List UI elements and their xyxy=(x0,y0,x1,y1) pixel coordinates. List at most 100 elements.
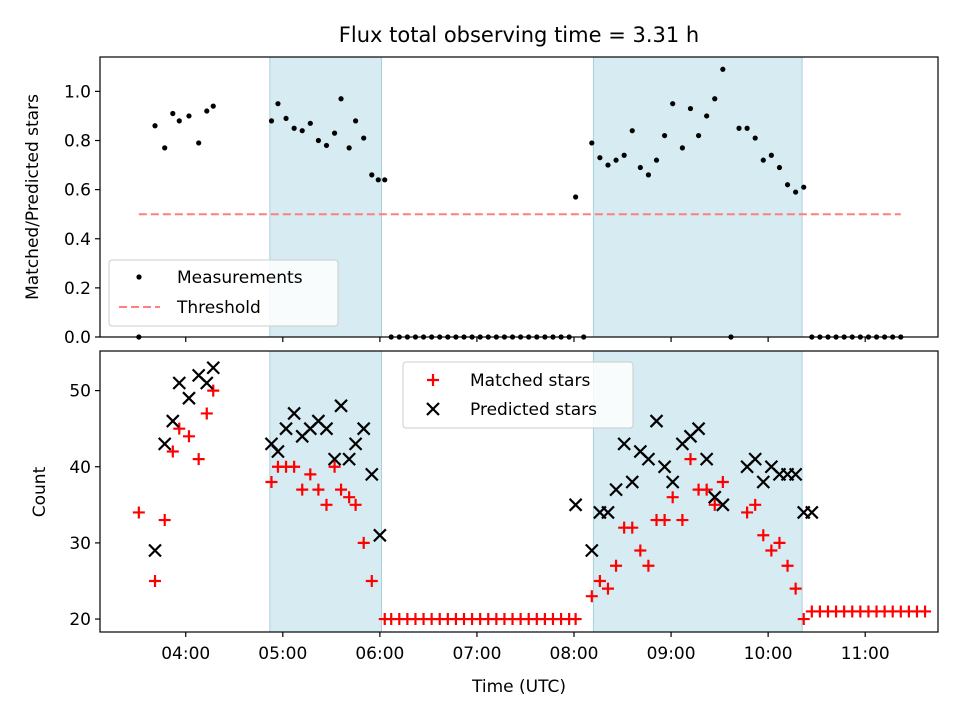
measurement-point xyxy=(283,115,289,122)
matched-star-point xyxy=(166,445,179,458)
ratio-y-tick-label: 1.0 xyxy=(64,82,91,102)
measurement-point xyxy=(170,110,176,117)
measurement-point xyxy=(589,140,595,146)
matched-star-point xyxy=(789,582,802,595)
count-shaded-span xyxy=(269,350,382,633)
matched-star-point xyxy=(757,529,770,542)
matched-star-point xyxy=(296,483,309,496)
ratio-y-tick-label: 0.4 xyxy=(64,230,91,250)
measurement-point xyxy=(573,194,579,200)
matched-star-point xyxy=(265,475,278,488)
matched-star-point xyxy=(182,430,195,443)
measurement-point xyxy=(679,145,685,151)
predicted-star-point xyxy=(665,475,680,489)
legend-measurements-marker xyxy=(136,274,142,280)
predicted-star-point xyxy=(166,414,180,428)
predicted-star-point xyxy=(319,421,334,436)
predicted-star-point xyxy=(609,482,623,497)
predicted-star-point xyxy=(691,421,706,436)
predicted-star-point xyxy=(182,391,196,405)
count-panel-frame xyxy=(99,350,939,633)
measurement-point xyxy=(186,113,192,119)
matched-star-point xyxy=(173,422,186,435)
measurement-point xyxy=(162,145,168,151)
measurement-point xyxy=(204,108,210,114)
matched-star-point xyxy=(569,613,582,626)
matched-star-point xyxy=(335,483,348,496)
count-x-tick-label: 05:00 xyxy=(258,644,307,664)
count-y-tick-label: 40 xyxy=(69,458,91,478)
chart-title: Flux total observing time = 3.31 h xyxy=(339,23,699,47)
count-panel-y-axis-label: Count xyxy=(30,466,50,517)
matched-star-point xyxy=(741,506,754,519)
legend-matched-label: Matched stars xyxy=(470,371,590,391)
matched-star-point xyxy=(658,514,671,527)
matched-star-point xyxy=(320,498,333,511)
count-x-tick-label: 09:00 xyxy=(647,644,696,664)
measurement-point xyxy=(670,101,676,107)
matched-star-point xyxy=(601,582,614,595)
count-x-tick-label: 11:00 xyxy=(841,644,890,664)
measurement-point xyxy=(275,101,281,107)
predicted-star-point xyxy=(625,475,640,489)
measurement-point xyxy=(801,184,807,190)
matched-star-point xyxy=(700,483,713,496)
ratio-panel-y-axis-label: Matched/Predicted stars xyxy=(23,94,43,300)
predicted-star-point xyxy=(805,505,819,520)
measurement-point xyxy=(361,135,367,141)
predicted-star-point xyxy=(172,376,187,390)
measurement-point xyxy=(196,140,202,146)
measurement-point xyxy=(315,137,321,144)
matched-star-point xyxy=(132,506,145,519)
count-panel-legend: Matched stars Predicted stars xyxy=(402,361,634,429)
measurement-point xyxy=(346,145,352,151)
measurement-point xyxy=(268,118,275,124)
legend-predicted-marker xyxy=(426,402,440,416)
matched-star-point xyxy=(593,574,606,587)
ratio-y-tick-label: 0.6 xyxy=(64,181,91,201)
count-y-tick-label: 50 xyxy=(69,382,91,402)
predicted-star-point xyxy=(657,459,672,474)
matched-star-point xyxy=(365,574,378,587)
predicted-star-point xyxy=(649,414,664,428)
ratio-panel-legend-box xyxy=(108,259,339,327)
predicted-star-point xyxy=(617,437,631,451)
matched-star-point xyxy=(626,521,639,534)
measurement-point xyxy=(645,172,652,178)
legend-predicted-label: Predicted stars xyxy=(470,400,597,420)
predicted-star-point xyxy=(271,444,285,459)
predicted-star-point xyxy=(601,505,615,520)
predicted-star-point xyxy=(356,421,371,436)
measurement-point xyxy=(661,132,668,139)
count-x-tick-label: 08:00 xyxy=(550,644,599,664)
matched-star-point xyxy=(781,559,794,572)
measurement-point xyxy=(331,130,338,136)
predicted-star-point xyxy=(327,452,342,466)
measurement-point xyxy=(784,182,791,188)
measurement-point xyxy=(152,123,158,129)
predicted-star-point xyxy=(199,376,214,390)
matched-star-point xyxy=(585,590,598,603)
measurement-point xyxy=(637,164,643,171)
ratio-panel-frame xyxy=(99,56,939,338)
predicted-star-point xyxy=(568,498,583,512)
matched-star-point xyxy=(192,453,205,466)
count-y-tick-label: 30 xyxy=(69,534,91,554)
measurement-point xyxy=(176,118,182,124)
predicted-star-point xyxy=(373,528,387,543)
measurement-point xyxy=(760,157,766,163)
matched-star-point xyxy=(676,514,689,527)
measurement-point xyxy=(752,135,758,141)
ratio-y-tick-label: 0.2 xyxy=(64,279,91,299)
x-axis-label: Time (UTC) xyxy=(471,677,566,697)
matched-star-point xyxy=(634,544,647,557)
measurement-point xyxy=(307,120,313,126)
matched-star-point xyxy=(357,536,370,549)
matched-star-point xyxy=(304,468,317,481)
matched-star-point xyxy=(288,460,301,473)
measurement-point xyxy=(704,113,710,119)
matched-star-point xyxy=(312,483,325,496)
count-x-tick-label: 07:00 xyxy=(452,644,501,664)
measurement-point xyxy=(353,118,359,124)
matched-star-point xyxy=(207,384,220,397)
